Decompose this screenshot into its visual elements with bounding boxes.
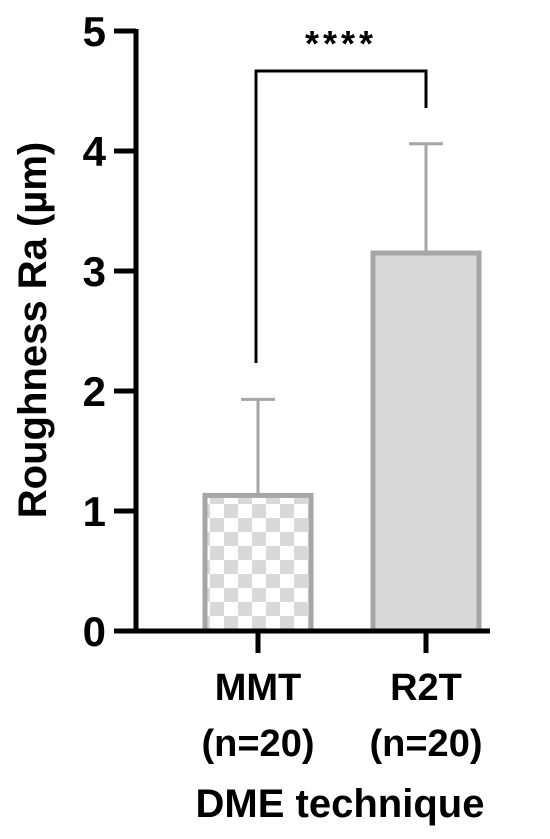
error-bars-layer [241,142,443,496]
significance-bracket [254,69,428,363]
x-axis-title: DME technique [196,782,485,826]
y-tick-label: 5 [83,8,106,55]
y-tick-label: 2 [83,368,106,415]
bar-r2t [370,250,482,634]
bar-mmt [202,492,314,634]
bars-layer [202,250,482,634]
x-tick-label: MMT [215,667,302,709]
x-tick-sublabel: (n=20) [202,723,315,765]
y-tick-label: 1 [83,488,106,535]
significance-label: **** [305,23,377,64]
y-tick-label: 4 [83,128,107,175]
y-tick-label: 0 [83,608,106,655]
x-tick-sublabel: (n=20) [370,723,483,765]
x-tick-label: R2T [390,667,462,709]
significance-layer: **** [254,23,428,363]
y-axis-title: Roughness Ra (µm) [11,142,55,518]
y-tick-label: 3 [83,248,106,295]
axes-layer: 0 1 2 3 4 5 MMT (n=20) R2T (n=20) [83,8,490,765]
